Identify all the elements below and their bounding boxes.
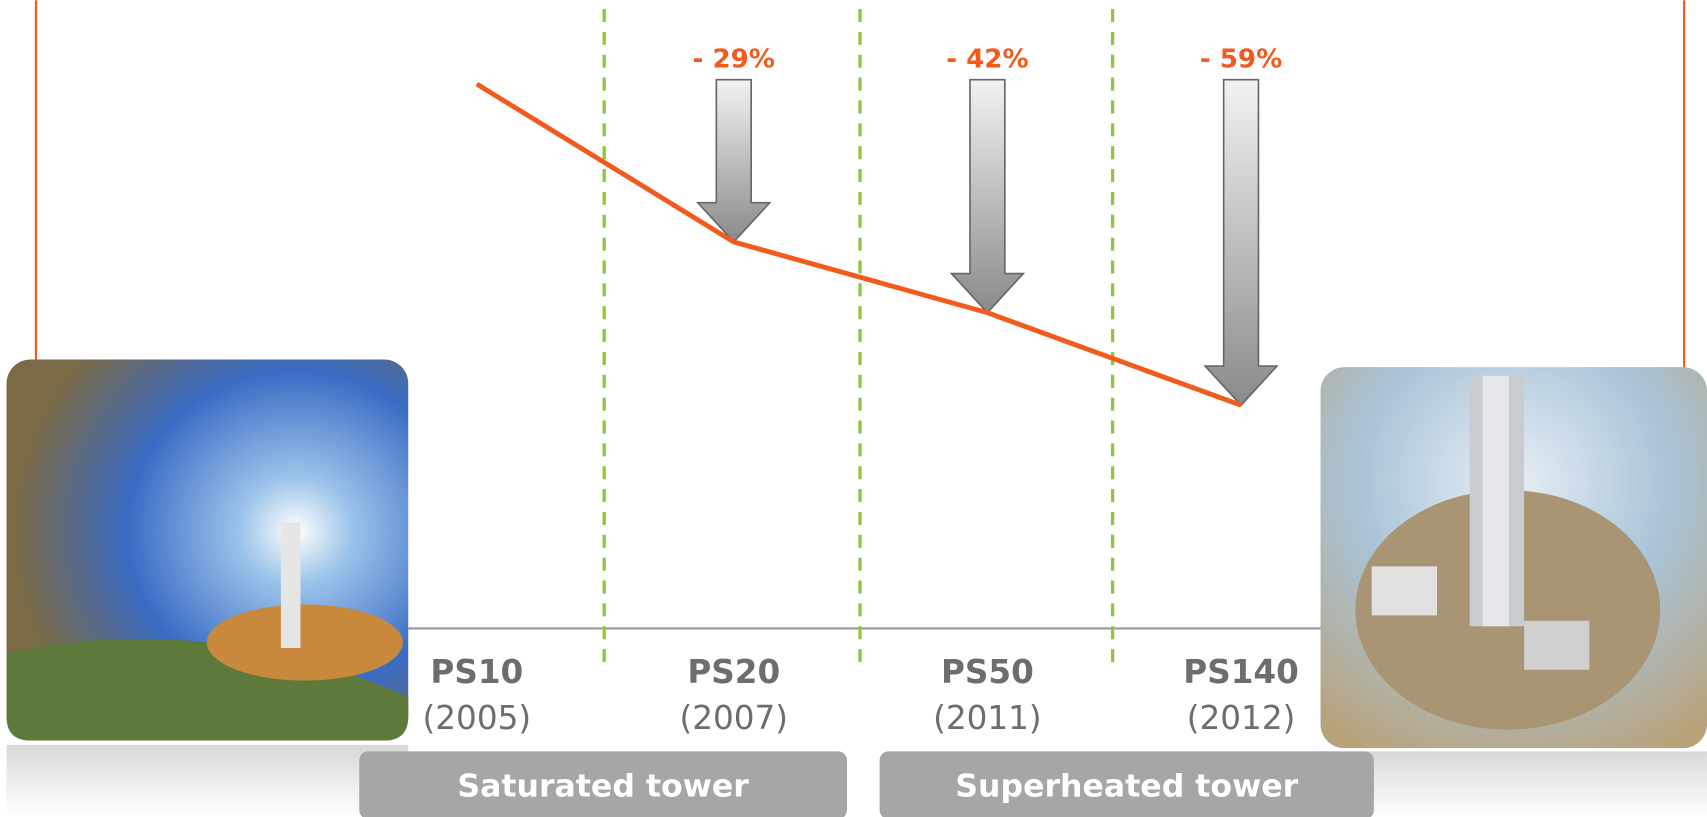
photo-ps140	[1321, 367, 1707, 817]
reduction-arrow	[698, 80, 770, 242]
plant-year: (2012)	[1187, 699, 1296, 737]
plant-year: (2011)	[933, 699, 1042, 737]
group-label: Superheated tower	[955, 768, 1298, 804]
plant-name: PS10	[430, 653, 523, 691]
plant-year: (2005)	[423, 699, 532, 737]
plant-name: PS20	[687, 653, 780, 691]
reduction-arrow	[951, 80, 1023, 313]
slide: Saturated tower Superheated tower - 29% -…	[0, 0, 1707, 817]
reduction-label: - 29%	[693, 45, 775, 75]
photo-ps10	[7, 360, 409, 817]
dividers	[604, 9, 1112, 667]
plant-name: PS50	[941, 653, 1034, 691]
plant-year: (2007)	[679, 699, 788, 737]
reduction-label: - 59%	[1200, 45, 1282, 75]
reduction-label: - 42%	[946, 45, 1028, 75]
plant-name: PS140	[1183, 653, 1299, 691]
group-label: Saturated tower	[457, 768, 749, 804]
reduction-arrow	[1205, 80, 1277, 406]
